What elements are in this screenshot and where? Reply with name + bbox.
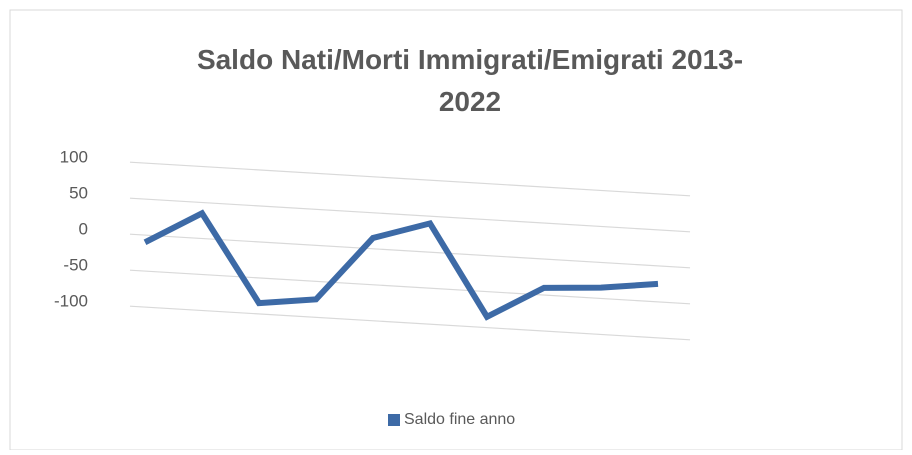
y-tick-label: 100	[60, 147, 88, 166]
title-line: 2022	[439, 86, 501, 117]
grid-line	[129, 305, 691, 341]
legend-label: Saldo fine anno	[404, 411, 515, 428]
legend-swatch	[388, 414, 400, 426]
grid-line	[129, 269, 691, 305]
y-tick-label: -50	[63, 255, 88, 274]
grid-line	[129, 197, 691, 233]
chart-border	[9, 9, 903, 451]
grid-line	[129, 233, 691, 269]
chart-title: Saldo Nati/Morti Immigrati/Emigrati 2013…	[197, 44, 743, 75]
y-tick-label: 50	[69, 183, 88, 202]
line	[143, 209, 659, 321]
chart-title: 2022	[439, 86, 501, 117]
title-line: Saldo Nati/Morti Immigrati/Emigrati 2013…	[197, 44, 743, 75]
y-tick-label: 0	[79, 219, 88, 238]
grid-line	[129, 161, 691, 197]
y-tick-label: -100	[54, 291, 88, 310]
